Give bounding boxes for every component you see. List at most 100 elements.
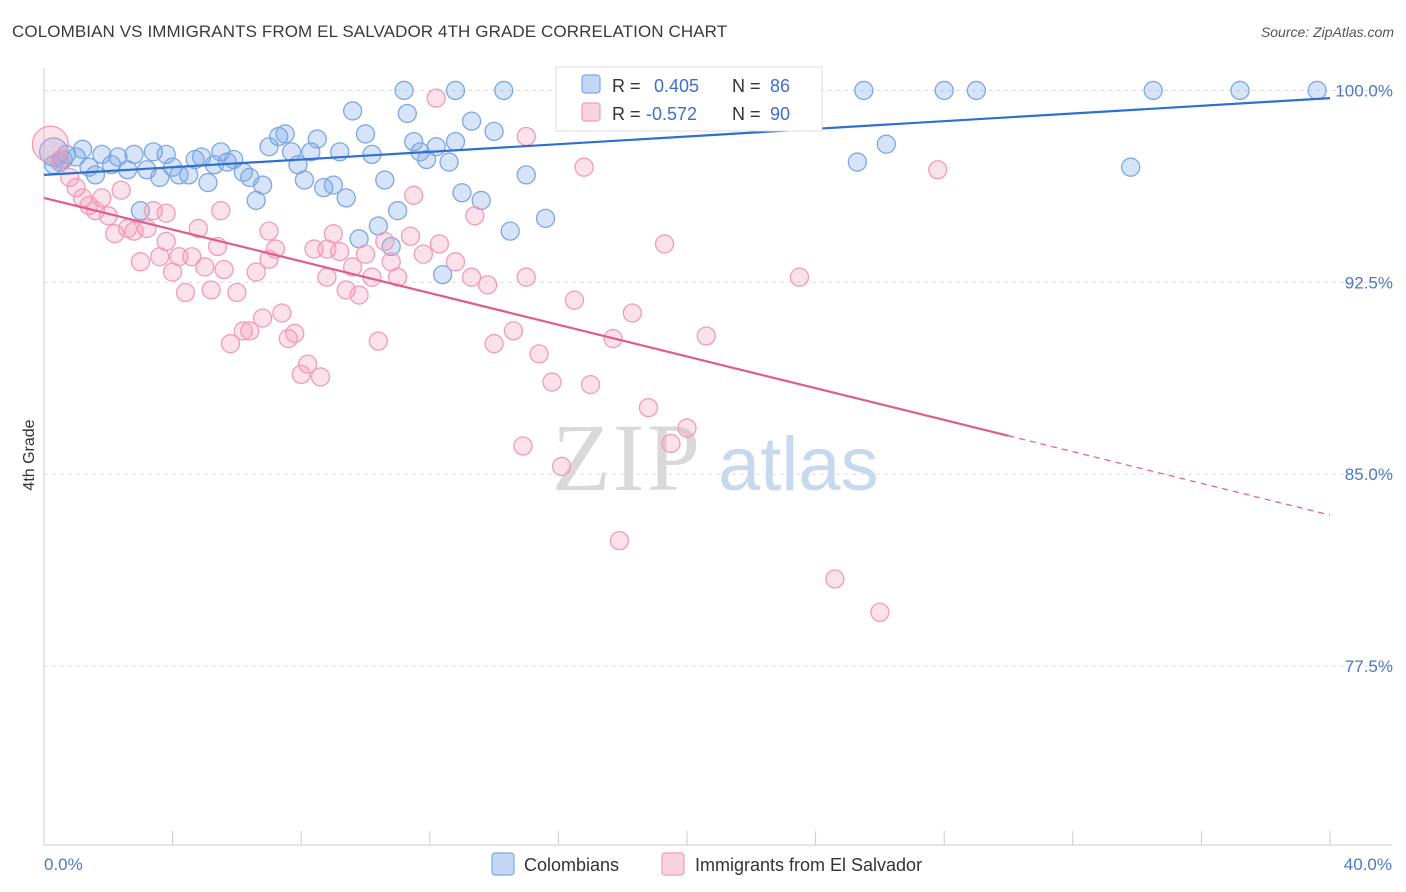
trend-line-dashed-el-salvador	[1008, 435, 1331, 516]
point-el-salvador-61	[503, 321, 524, 341]
point-colombians-62	[484, 121, 504, 142]
point-el-salvador-0	[31, 125, 70, 163]
point-colombians-84	[394, 80, 414, 101]
point-colombians-58	[445, 131, 466, 152]
point-el-salvador-68	[622, 303, 642, 323]
legend-r-label-colombians: R =	[612, 76, 641, 96]
legend-r-label-el-salvador: R =	[612, 104, 641, 124]
point-el-salvador-70	[661, 433, 681, 454]
point-el-salvador-13	[130, 252, 151, 272]
data-points	[31, 80, 1327, 622]
point-el-salvador-54	[400, 226, 421, 246]
y-axis-label: 4th Grade	[21, 419, 38, 490]
legend-n-label-el-salvador: N =	[732, 104, 761, 124]
point-el-salvador-76	[825, 569, 845, 589]
point-el-salvador-74	[513, 436, 533, 456]
series-legend-swatch-colombians	[491, 852, 515, 876]
point-el-salvador-86	[259, 221, 279, 241]
point-el-salvador-77	[870, 602, 890, 622]
legend-n-label-colombians: N =	[732, 76, 761, 96]
legend-r-value-el-salvador: -0.572	[646, 104, 697, 124]
point-colombians-80	[494, 80, 514, 101]
point-colombians-57	[439, 152, 459, 172]
point-el-salvador-82	[465, 206, 485, 226]
legend-n-value-el-salvador: 90	[770, 104, 790, 124]
x-tick-labels: 0.0% 40.0%	[44, 855, 1392, 874]
point-colombians-31	[259, 137, 279, 157]
point-colombians-51	[397, 103, 417, 124]
point-el-salvador-38	[291, 364, 311, 385]
trend-line-el-salvador	[43, 196, 1009, 437]
legend-swatch-el-salvador	[581, 102, 601, 122]
point-colombians-9	[108, 147, 128, 167]
point-el-salvador-26	[214, 259, 234, 280]
point-colombians-77	[1230, 80, 1250, 101]
point-el-salvador-46	[342, 257, 363, 277]
point-colombians-49	[381, 236, 401, 257]
point-el-salvador-24	[201, 280, 221, 300]
point-colombians-56	[433, 264, 453, 285]
point-el-salvador-55	[413, 244, 434, 264]
point-el-salvador-73	[551, 456, 572, 477]
point-el-salvador-42	[317, 267, 337, 287]
point-colombians-55	[426, 137, 446, 157]
y-tick-label-3: 77.5%	[1345, 657, 1393, 676]
point-colombians-50	[387, 201, 408, 221]
point-colombians-60	[461, 111, 482, 131]
point-el-salvador-66	[580, 374, 601, 395]
point-el-salvador-56	[429, 234, 450, 254]
point-colombians-73	[934, 80, 954, 101]
point-el-salvador-39	[297, 354, 318, 374]
point-el-salvador-31	[246, 262, 266, 282]
point-el-salvador-1	[50, 149, 70, 170]
point-colombians-11	[124, 144, 144, 165]
point-colombians-7	[92, 144, 112, 165]
point-el-salvador-23	[195, 257, 215, 277]
point-el-salvador-41	[310, 367, 331, 387]
trend-line-colombians	[43, 97, 1331, 176]
point-colombians-82	[847, 152, 868, 172]
watermark: ZIP atlas	[552, 404, 879, 511]
point-colombians-59	[452, 183, 472, 203]
point-el-salvador-10	[111, 180, 131, 200]
point-colombians-74	[966, 80, 986, 101]
point-el-salvador-17	[156, 231, 176, 252]
point-colombians-6	[85, 165, 106, 185]
axes	[43, 68, 1392, 846]
point-el-salvador-83	[516, 126, 536, 147]
point-colombians-79	[445, 80, 466, 101]
point-el-salvador-27	[220, 334, 241, 354]
point-el-salvador-29	[233, 321, 253, 341]
point-el-salvador-88	[317, 239, 337, 259]
legend-r-value-colombians: 0.405	[654, 76, 699, 96]
x-tick-label-0: 0.0%	[44, 855, 83, 874]
point-el-salvador-79	[928, 160, 948, 180]
point-el-salvador-69	[638, 397, 659, 418]
point-el-salvador-7	[92, 188, 112, 208]
point-el-salvador-50	[368, 331, 389, 351]
point-colombians-42	[336, 188, 356, 208]
point-el-salvador-58	[461, 267, 482, 287]
y-tick-label-2: 85.0%	[1345, 465, 1393, 484]
point-el-salvador-72	[696, 326, 716, 346]
point-colombians-43	[342, 101, 363, 121]
legend-n-value-colombians: 86	[770, 76, 790, 96]
point-el-salvador-59	[478, 275, 498, 295]
series-legend: Colombians Immigrants from El Salvador	[491, 852, 922, 876]
trend-lines	[43, 97, 1331, 516]
point-el-salvador-60	[484, 334, 504, 354]
point-el-salvador-64	[542, 372, 562, 392]
series-legend-swatch-el-salvador	[661, 852, 685, 876]
point-colombians-52	[404, 131, 424, 152]
point-colombians-63	[500, 221, 520, 241]
point-colombians-76	[1143, 80, 1163, 101]
point-el-salvador-48	[355, 244, 376, 264]
point-colombians-64	[516, 165, 536, 185]
point-colombians-72	[854, 80, 874, 101]
point-el-salvador-3	[66, 178, 86, 198]
point-colombians-4	[72, 139, 93, 159]
point-colombians-30	[252, 175, 273, 195]
legend-swatch-colombians	[581, 74, 601, 94]
point-colombians-22	[198, 172, 218, 193]
